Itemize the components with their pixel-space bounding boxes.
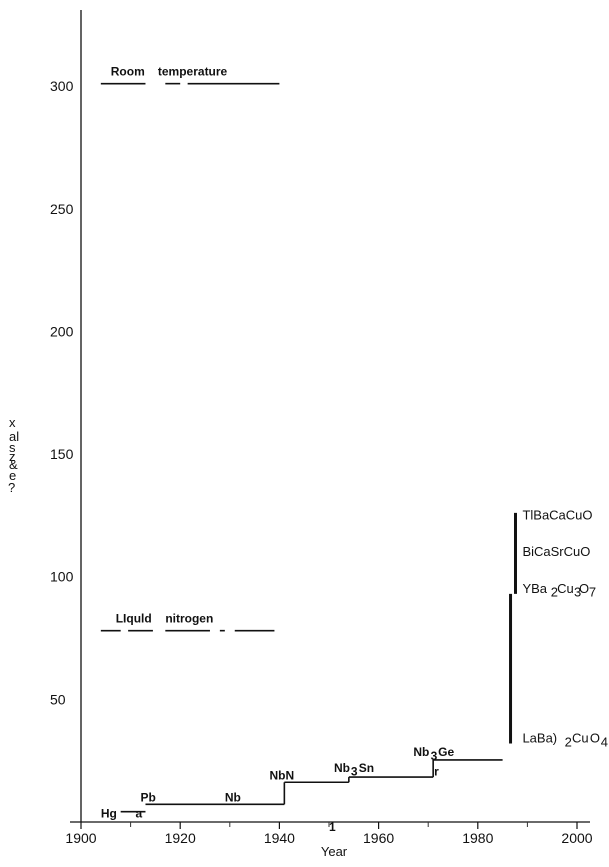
reference-line-label: Room bbox=[111, 65, 145, 79]
y-label-glyph: x bbox=[9, 415, 16, 430]
y-tick-label: 250 bbox=[50, 201, 74, 217]
material-label: a bbox=[136, 806, 143, 820]
x-axis-label: Year bbox=[321, 844, 348, 859]
material-label: LaBa) bbox=[522, 731, 557, 746]
x-tick-label: 1940 bbox=[264, 830, 295, 846]
material-label: Sn bbox=[359, 761, 374, 775]
material-label: O bbox=[590, 731, 600, 746]
material-label: Pb bbox=[141, 790, 156, 804]
material-label: TlBaCaCuO bbox=[522, 507, 592, 522]
material-label: Nb bbox=[225, 790, 241, 804]
material-label: Ge bbox=[438, 745, 454, 759]
y-tick-label: 150 bbox=[50, 446, 74, 462]
y-label-glyph: e bbox=[9, 468, 16, 483]
material-label: Nb bbox=[334, 761, 350, 775]
material-label: 2 bbox=[565, 734, 572, 749]
material-label: 2 bbox=[551, 585, 558, 600]
reference-lines: Room temperature LIquld nitrogen bbox=[100, 65, 280, 632]
material-label: Cu bbox=[572, 731, 589, 746]
material-label: 3 bbox=[431, 749, 438, 763]
reference-line-label: temperature bbox=[158, 65, 228, 79]
x-tick-label: 2000 bbox=[561, 830, 592, 846]
material-label: 1 bbox=[329, 820, 336, 834]
material-label: 4 bbox=[601, 734, 608, 749]
y-label-glyph: z bbox=[9, 449, 16, 464]
material-label: NbN bbox=[269, 768, 294, 782]
y-label-glyph: s bbox=[9, 440, 16, 455]
material-label: Hg bbox=[101, 806, 117, 820]
y-label-glyph: al bbox=[9, 429, 19, 444]
material-label: 7 bbox=[589, 585, 596, 600]
x-tick-label: 1980 bbox=[462, 830, 493, 846]
material-label: YBa bbox=[522, 581, 547, 596]
material-label: Cu bbox=[557, 581, 574, 596]
y-tick-label: 50 bbox=[50, 691, 66, 707]
reference-line-label: LIquld bbox=[116, 612, 152, 626]
x-tick-label: 1960 bbox=[363, 830, 394, 846]
material-label: O bbox=[579, 581, 589, 596]
y-label-glyph: & bbox=[9, 457, 18, 472]
y-label-glyph: ? bbox=[8, 480, 15, 495]
material-label: BiCaSrCuO bbox=[522, 544, 590, 559]
reference-line-label: nitrogen bbox=[165, 612, 213, 626]
record-steps bbox=[120, 512, 517, 813]
y-tick-label: 200 bbox=[50, 323, 74, 339]
y-tick-label: 100 bbox=[50, 569, 74, 585]
material-label: 3 bbox=[351, 765, 358, 779]
y-tick-label: 300 bbox=[50, 78, 74, 94]
material-label: 3 bbox=[574, 585, 581, 600]
material-label: Nb bbox=[413, 745, 429, 759]
x-tick-label: 1920 bbox=[165, 830, 196, 846]
axes: 1900 1920 1940 1960 1980 2000 50 100 150 200 250 30… bbox=[50, 10, 593, 846]
x-tick-label: 1900 bbox=[65, 830, 96, 846]
material-label: r bbox=[434, 765, 439, 779]
